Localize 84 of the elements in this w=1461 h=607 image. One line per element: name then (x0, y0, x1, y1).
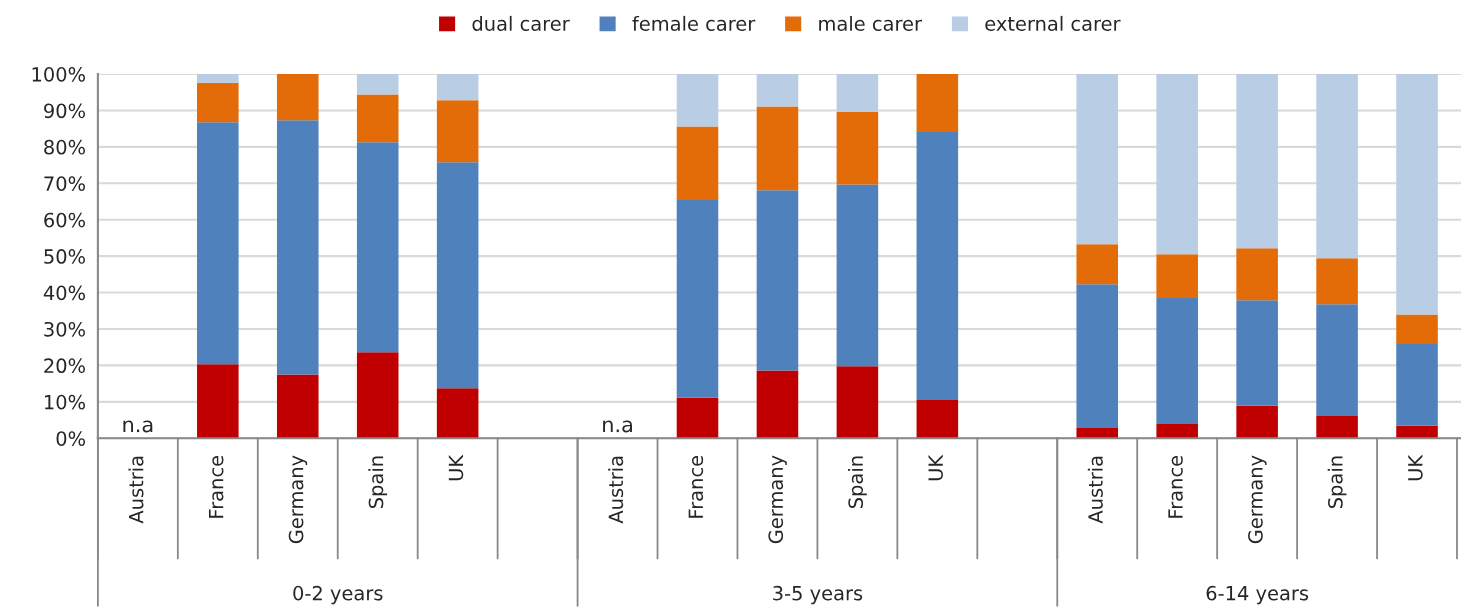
bar (1156, 254, 1198, 299)
bar (1076, 284, 1119, 429)
bar (676, 74, 719, 127)
bar (836, 366, 879, 439)
x-tick-label: Austria (608, 456, 624, 524)
y-tick-label: 60% (44, 212, 86, 228)
x-tick-label: Germany (288, 455, 308, 544)
y-tick-label: 20% (44, 358, 86, 374)
bar (1396, 425, 1438, 439)
bar (1396, 74, 1438, 315)
bar (836, 184, 879, 367)
bar (436, 100, 479, 163)
bar (916, 400, 959, 439)
bar (1236, 405, 1278, 439)
x-tick-label: France (209, 455, 224, 518)
bar (756, 74, 799, 107)
bar (1316, 416, 1358, 439)
bar (197, 122, 239, 365)
y-tick-label: 30% (44, 321, 86, 337)
bar (356, 142, 399, 353)
bar (756, 370, 799, 439)
text: 6-14 years (1206, 585, 1309, 605)
bar (356, 74, 399, 95)
bar (836, 111, 879, 185)
x-tick-label: Spain (847, 456, 867, 508)
bar (1236, 74, 1278, 249)
text: 3-5 years (773, 585, 863, 605)
text: n.a (123, 420, 153, 433)
y-tick-label: 0% (56, 431, 86, 446)
legend-label: dual carer (472, 15, 570, 31)
x-tick-label: Austria (128, 456, 144, 524)
x-tick-label: Austria (1087, 456, 1103, 524)
bar (276, 120, 319, 375)
bar (1236, 248, 1278, 301)
bar (276, 74, 319, 121)
bar (436, 162, 479, 389)
legend-label: external carer (985, 15, 1121, 31)
bar (1156, 74, 1198, 255)
bar (197, 364, 239, 439)
bar (916, 131, 959, 401)
bar (756, 190, 799, 371)
y-tick-label: 50% (44, 249, 86, 264)
bar (1396, 314, 1438, 344)
y-tick-label: 70% (44, 176, 86, 191)
bar (1236, 300, 1278, 406)
bar (276, 374, 319, 439)
bar (1316, 258, 1358, 305)
x-tick-label: Spain (368, 456, 388, 508)
x-tick-label: France (688, 455, 704, 518)
x-tick-label: Germany (1248, 455, 1267, 544)
bar (1076, 244, 1119, 285)
bar (1076, 74, 1119, 245)
bar (1316, 304, 1358, 417)
x-tick-label: France (1168, 455, 1183, 518)
text: 0-2 years (293, 585, 383, 605)
bar (916, 74, 959, 132)
y-tick-label: 40% (43, 285, 86, 301)
bar (436, 74, 479, 101)
bar (756, 106, 799, 191)
bar (436, 388, 479, 439)
bar (676, 126, 719, 201)
x-tick-label: Spain (1327, 456, 1347, 508)
bar (356, 352, 399, 439)
x-tick-label: Germany (768, 455, 787, 544)
bar (197, 82, 239, 123)
text: n.a (603, 420, 632, 433)
bar (676, 200, 719, 398)
x-tick-label: UK (448, 454, 464, 481)
x-tick-label: UK (1408, 454, 1423, 481)
bar (1396, 343, 1438, 426)
legend-label: female carer (632, 15, 756, 31)
bar (1156, 298, 1198, 425)
bar (836, 74, 879, 112)
bar (1156, 424, 1198, 439)
x-tick-label: UK (928, 454, 943, 481)
y-tick-label: 100% (32, 67, 86, 82)
y-tick-label: 90% (44, 103, 86, 119)
bar (676, 397, 719, 439)
y-tick-label: 10% (45, 394, 86, 410)
legend-label: male carer (819, 15, 922, 31)
bar (197, 74, 239, 83)
bar (1316, 74, 1358, 259)
bar (356, 94, 399, 143)
y-tick-label: 80% (44, 139, 86, 155)
